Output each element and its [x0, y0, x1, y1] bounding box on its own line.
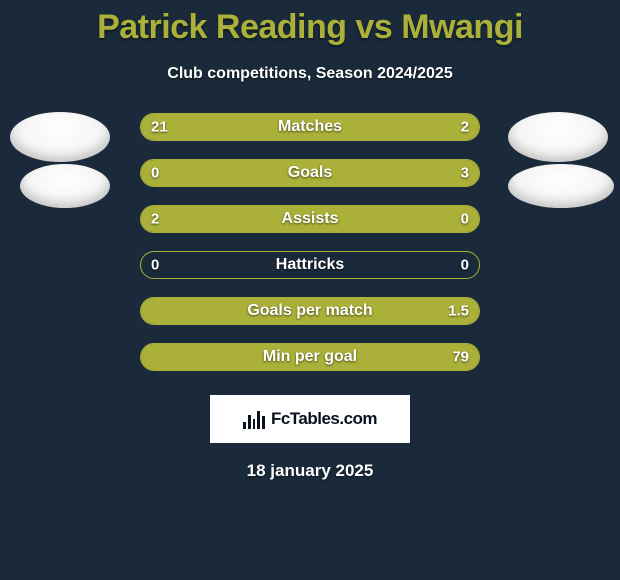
stat-fill-left	[141, 114, 411, 140]
brand-text: FcTables.com	[271, 409, 377, 429]
stat-value-right: 1.5	[448, 303, 469, 320]
stat-value-right: 2	[461, 119, 469, 136]
comparison-chart: 21 2 Matches 0 3 Goals 2 0 Assists 0 0 Hattricks 1.5…	[0, 113, 620, 371]
stat-row: 0 3 Goals	[140, 159, 480, 187]
stat-label: Matches	[278, 118, 342, 136]
stat-value-left: 0	[151, 165, 159, 182]
stat-label: Assists	[282, 210, 339, 228]
bar-chart-icon	[243, 409, 265, 429]
stat-row: 79 Min per goal	[140, 343, 480, 371]
stat-row: 0 0 Hattricks	[140, 251, 480, 279]
snapshot-date: 18 january 2025	[0, 461, 620, 481]
stat-value-right: 3	[461, 165, 469, 182]
page-title: Patrick Reading vs Mwangi	[0, 0, 620, 47]
stat-value-left: 21	[151, 119, 168, 136]
stat-value-right: 79	[452, 349, 469, 366]
stat-label: Hattricks	[276, 256, 344, 274]
stat-fill-right	[209, 160, 479, 186]
brand-logo: FcTables.com	[210, 395, 410, 443]
stat-value-right: 0	[461, 211, 469, 228]
stat-value-right: 0	[461, 257, 469, 274]
stat-row: 2 0 Assists	[140, 205, 480, 233]
subtitle: Club competitions, Season 2024/2025	[0, 65, 620, 83]
stat-row: 1.5 Goals per match	[140, 297, 480, 325]
stat-label: Goals per match	[247, 302, 372, 320]
stat-value-left: 2	[151, 211, 159, 228]
stat-label: Goals	[288, 164, 332, 182]
stat-value-left: 0	[151, 257, 159, 274]
stat-row: 21 2 Matches	[140, 113, 480, 141]
stat-label: Min per goal	[263, 348, 357, 366]
